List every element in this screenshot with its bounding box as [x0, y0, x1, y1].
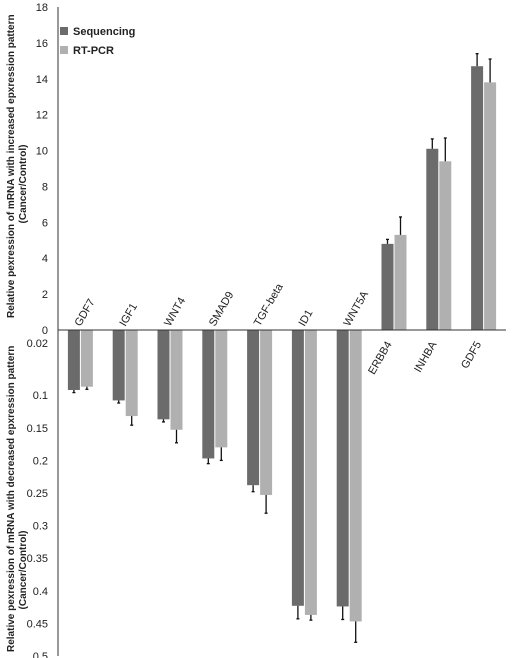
axes-group [57, 7, 506, 656]
y-tick-label-lower: 0.25 [27, 488, 48, 500]
bar-rt-pcr [125, 330, 138, 417]
y-tick-label-upper: 18 [36, 2, 48, 14]
y-tick-label-upper: 16 [36, 38, 48, 50]
category-label: WNT5A [341, 289, 371, 329]
y-tick-label-lower: 0.35 [27, 553, 48, 565]
y-axis-label-lower-sub: (Cancer/Control) [18, 531, 29, 610]
category-label: ERBB4 [366, 340, 394, 377]
bar-rt-pcr [394, 234, 407, 330]
y-tick-label-upper: 8 [42, 181, 48, 193]
category-label: IGF1 [117, 301, 140, 328]
y-tick-label-lower: 0.5 [33, 651, 48, 658]
category-label: GDF5 [459, 340, 484, 371]
legend-swatch-sequencing [60, 27, 68, 35]
y-tick-label-lower: 0.02 [27, 338, 48, 350]
y-tick-label-lower: 0.15 [27, 423, 48, 435]
y-tick-label-upper: 2 [42, 289, 48, 301]
y-tick-label-lower: 0.2 [33, 455, 48, 467]
bar-rt-pcr [80, 330, 93, 387]
legend-label-rt-pcr: RT-PCR [73, 45, 114, 57]
bar-sequencing [426, 148, 439, 330]
bars-group [67, 53, 497, 643]
bar-rt-pcr [304, 330, 317, 615]
bar-rt-pcr [484, 82, 497, 330]
bar-rt-pcr [170, 330, 183, 430]
bar-rt-pcr [349, 330, 362, 622]
category-label: ID1 [297, 308, 316, 329]
category-label: SMAD9 [207, 290, 236, 329]
category-label: GDF7 [73, 297, 98, 328]
legend-label-sequencing: Sequencing [73, 26, 135, 38]
category-label: TGF-beta [252, 281, 286, 329]
bar-sequencing [471, 66, 484, 330]
bar-sequencing [202, 330, 215, 459]
category-label: INHBA [412, 339, 440, 375]
y-tick-label-upper: 14 [36, 74, 48, 86]
bar-rt-pcr [215, 330, 228, 448]
y-tick-label-upper: 10 [36, 146, 48, 158]
y-tick-label-upper: 0 [42, 325, 48, 337]
bar-sequencing [336, 330, 349, 607]
y-tick-label-lower: 0.3 [33, 521, 48, 533]
y-tick-label-lower: 0.1 [33, 390, 48, 402]
bar-sequencing [112, 330, 125, 401]
bar-sequencing [67, 330, 80, 390]
bar-sequencing [381, 243, 394, 330]
bar-sequencing [291, 330, 304, 606]
bar-sequencing [247, 330, 260, 486]
y-axis-label-lower: Relative pexression of mRNA with decreas… [6, 346, 17, 652]
legend-swatch-rt-pcr [60, 46, 68, 54]
y-tick-label-lower: 0.4 [33, 586, 48, 598]
category-label: WNT4 [162, 296, 188, 329]
y-tick-label-lower: 0.45 [27, 618, 48, 630]
y-tick-label-upper: 4 [42, 253, 48, 265]
y-tick-label-upper: 6 [42, 217, 48, 229]
y-axis-label-upper: Relative pexression of mRNA with increas… [6, 14, 17, 318]
bar-sequencing [157, 330, 170, 420]
tick-labels-group: 0 2 4 6 8 10 12 14 16 18 0.02 0.1 0.15 0.2 0.25 0.3 0.35… [27, 2, 48, 658]
y-axis-label-upper-sub: (Cancer/Control) [18, 145, 29, 224]
y-tick-label-upper: 12 [36, 110, 48, 122]
bar-rt-pcr [260, 330, 273, 495]
bar-rt-pcr [439, 161, 452, 330]
y-axis-title: Relative pexression of mRNA with increas… [6, 14, 29, 652]
legend: Sequencing RT-PCR [60, 26, 135, 57]
